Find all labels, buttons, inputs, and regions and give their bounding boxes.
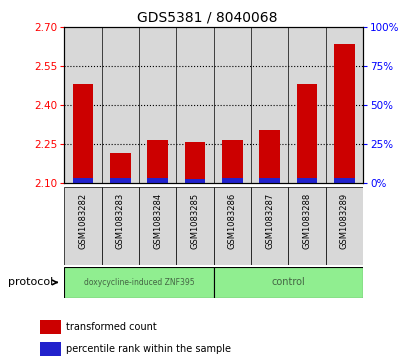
Bar: [139, 27, 176, 183]
Text: GDS5381 / 8040068: GDS5381 / 8040068: [137, 11, 278, 25]
Bar: [214, 27, 251, 183]
Text: control: control: [271, 277, 305, 287]
Bar: [102, 187, 139, 265]
Text: GSM1083288: GSM1083288: [303, 193, 312, 249]
Bar: [326, 187, 363, 265]
Bar: [73, 178, 93, 183]
Text: protocol: protocol: [8, 277, 54, 287]
Text: percentile rank within the sample: percentile rank within the sample: [66, 344, 231, 354]
Bar: [147, 178, 168, 183]
Text: GSM1083285: GSM1083285: [190, 193, 200, 249]
Bar: [110, 154, 131, 183]
Bar: [110, 178, 131, 183]
Bar: [185, 142, 205, 183]
Bar: [222, 178, 243, 183]
Text: GSM1083283: GSM1083283: [116, 193, 125, 249]
Bar: [214, 267, 363, 298]
Bar: [259, 178, 280, 183]
Text: transformed count: transformed count: [66, 322, 156, 332]
Bar: [139, 187, 176, 265]
Bar: [64, 187, 102, 265]
Bar: [73, 85, 93, 183]
Bar: [40, 320, 61, 334]
Bar: [288, 27, 326, 183]
Bar: [64, 27, 102, 183]
Text: GSM1083287: GSM1083287: [265, 193, 274, 249]
Bar: [297, 178, 317, 183]
Bar: [222, 140, 243, 183]
Bar: [251, 27, 288, 183]
Bar: [259, 130, 280, 183]
Bar: [214, 187, 251, 265]
Text: GSM1083284: GSM1083284: [153, 193, 162, 249]
Bar: [251, 187, 288, 265]
Text: doxycycline-induced ZNF395: doxycycline-induced ZNF395: [84, 278, 194, 287]
Bar: [185, 179, 205, 183]
Bar: [326, 27, 363, 183]
Bar: [147, 140, 168, 183]
Bar: [176, 27, 214, 183]
Bar: [176, 187, 214, 265]
Bar: [334, 178, 355, 183]
Text: GSM1083286: GSM1083286: [228, 193, 237, 249]
Bar: [288, 187, 326, 265]
Bar: [102, 27, 139, 183]
Bar: [64, 267, 214, 298]
Bar: [40, 342, 61, 356]
Text: GSM1083282: GSM1083282: [78, 193, 88, 249]
Text: GSM1083289: GSM1083289: [340, 193, 349, 249]
Bar: [334, 44, 355, 183]
Bar: [297, 85, 317, 183]
